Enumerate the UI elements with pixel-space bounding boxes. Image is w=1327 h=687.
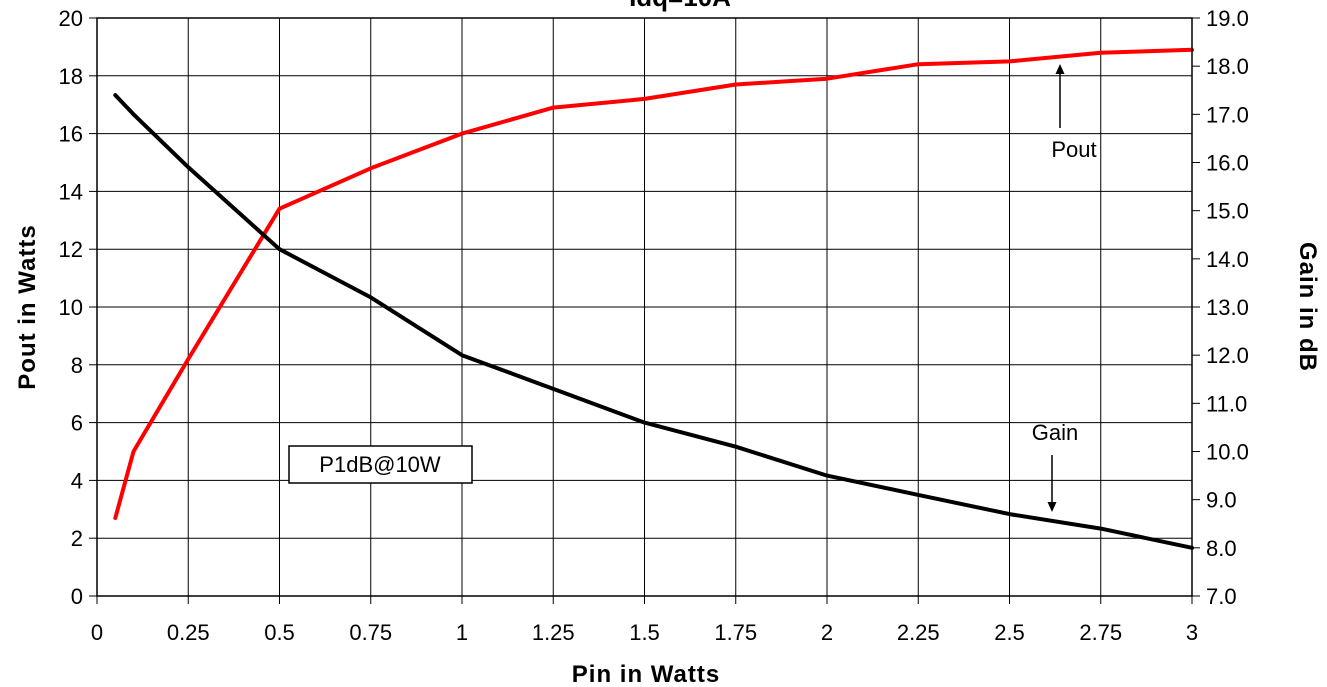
x-tick-label: 1.25: [532, 620, 575, 645]
y-right-tick-label: 7.0: [1206, 584, 1237, 609]
y-right-tick-label: 15.0: [1206, 199, 1249, 224]
y-tick-label: 6: [71, 411, 83, 436]
x-tick-label: 2: [821, 620, 833, 645]
x-tick-label: 2.25: [897, 620, 940, 645]
y-tick-label: 4: [71, 468, 83, 493]
x-tick-label: 2.5: [994, 620, 1025, 645]
y-tick-label: 14: [59, 179, 83, 204]
series-layer: [113, 47, 1194, 550]
x-tick-label: 3: [1186, 620, 1198, 645]
y-axis-title: Pout in Watts: [14, 224, 41, 389]
p1db-annotation: P1dB@10W: [288, 445, 473, 484]
p1db-annotation-label: P1dB@10W: [319, 452, 441, 477]
y-right-tick-label: 14.0: [1206, 247, 1249, 272]
pout-annotation-arrow: [1055, 64, 1065, 128]
x-tick-label: 0.75: [349, 620, 392, 645]
ticks: 0 0.25 0.5 0.75 1 1.25 1.5 1.75 2 2.25 2.5 2.75 3 0 2 4…: [59, 6, 1249, 645]
x-tick-label: 0.5: [264, 620, 295, 645]
y-right-tick-label: 11.0: [1206, 391, 1247, 416]
pout-annotation-label: Pout: [1051, 137, 1096, 162]
gain-annotation-label: Gain: [1032, 420, 1078, 445]
y-right-tick-label: 17.0: [1206, 102, 1249, 127]
x-axis-title: Pin in Watts: [572, 661, 720, 687]
x-tick-label: 0.25: [167, 620, 210, 645]
y-right-tick-label: 8.0: [1206, 536, 1237, 561]
y-tick-label: 16: [59, 122, 83, 147]
y-right-tick-label: 18.0: [1206, 54, 1249, 79]
gain-series-line: [113, 93, 1194, 550]
y-right-tick-label: 19.0: [1206, 6, 1249, 31]
y-tick-label: 12: [59, 237, 83, 262]
y-right-tick-label: 16.0: [1206, 151, 1249, 176]
pout-series-line: [113, 47, 1194, 520]
grid: [96, 17, 1193, 597]
y-tick-label: 0: [71, 584, 83, 609]
x-tick-label: 2.75: [1079, 620, 1122, 645]
chart-title: Idq=10A: [629, 0, 731, 12]
y-tick-label: 8: [71, 353, 83, 378]
plot-frame: [96, 17, 1193, 597]
x-tick-label: 1.5: [629, 620, 660, 645]
gain-annotation-arrow: [1047, 455, 1057, 512]
y-right-axis-title: Gain in dB: [1294, 242, 1321, 372]
x-tick-label: 0: [91, 620, 103, 645]
y-right-tick-label: 12.0: [1206, 343, 1249, 368]
p1db-annotation-box: [288, 445, 473, 484]
x-tick-label: 1: [456, 620, 468, 645]
y-tick-label: 2: [71, 526, 83, 551]
y-tick-label: 20: [59, 6, 83, 31]
x-tick-label: 1.75: [714, 620, 757, 645]
y-tick-label: 10: [59, 295, 83, 320]
y-right-tick-label: 10.0: [1206, 440, 1249, 465]
y-tick-label: 18: [59, 64, 83, 89]
y-right-tick-label: 13.0: [1206, 295, 1249, 320]
y-right-tick-label: 9.0: [1206, 488, 1237, 513]
